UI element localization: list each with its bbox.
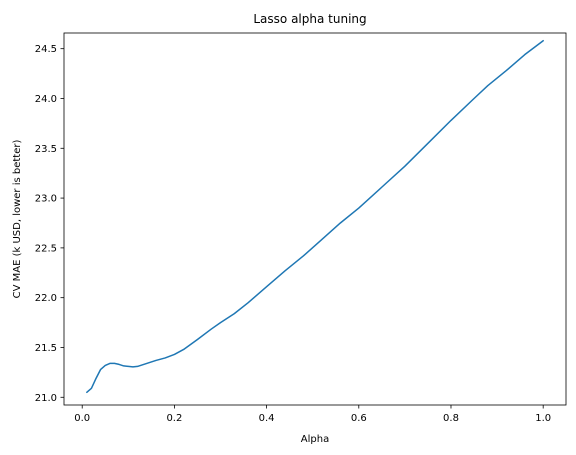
x-tick-label: 0.0	[74, 413, 90, 424]
y-axis: 21.0 21.5 22.0 22.5 23.0 23.5 24.0 24.5	[35, 44, 64, 404]
x-tick-label: 0.4	[259, 413, 275, 424]
y-tick-label: 23.5	[35, 144, 57, 155]
x-tick-label: 0.8	[443, 413, 459, 424]
plot-frame	[63, 32, 567, 406]
y-tick-label: 23.0	[35, 194, 57, 205]
x-axis: 0.0 0.2 0.4 0.6 0.8 1.0	[74, 405, 551, 424]
y-tick-label: 22.0	[35, 293, 57, 304]
y-tick-label: 21.5	[35, 343, 57, 354]
x-tick-label: 0.2	[166, 413, 182, 424]
y-tick-label: 22.5	[35, 243, 57, 254]
chart-title: Lasso alpha tuning	[253, 12, 366, 26]
y-tick-label: 24.5	[35, 44, 57, 55]
y-tick-label: 21.0	[35, 393, 57, 404]
x-axis-label: Alpha	[301, 434, 329, 445]
y-tick-label: 24.0	[35, 94, 57, 105]
x-tick-label: 0.6	[351, 413, 367, 424]
x-tick-label: 1.0	[535, 413, 551, 424]
y-axis-label: CV MAE (k USD, lower is better)	[12, 140, 23, 299]
series-line	[86, 39, 544, 394]
